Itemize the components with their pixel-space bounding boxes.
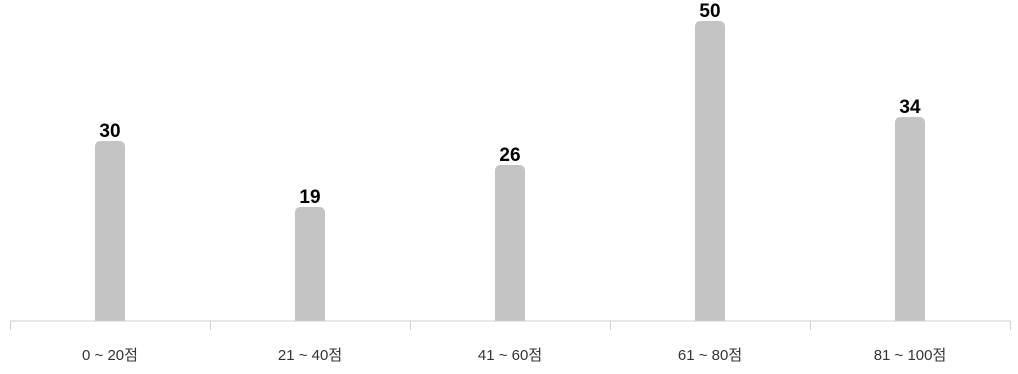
value-label-2: 19 bbox=[299, 187, 320, 208]
category-label-5: 81 ~ 100점 bbox=[874, 347, 947, 364]
value-label-1: 30 bbox=[99, 121, 120, 142]
category-label-1: 0 ~ 20점 bbox=[82, 347, 138, 364]
bars-layer bbox=[95, 21, 925, 321]
value-labels-layer: 30 19 26 50 34 bbox=[99, 1, 921, 208]
category-labels-layer: 0 ~ 20점 21 ~ 40점 41 ~ 60점 61 ~ 80점 81 ~ 100점 bbox=[82, 347, 946, 364]
bar-4 bbox=[695, 21, 725, 321]
category-label-3: 41 ~ 60점 bbox=[478, 347, 542, 364]
category-label-4: 61 ~ 80점 bbox=[678, 347, 742, 364]
bar-3 bbox=[495, 165, 525, 321]
bar-2 bbox=[295, 207, 325, 321]
value-label-5: 34 bbox=[899, 97, 921, 118]
value-label-4: 50 bbox=[699, 1, 720, 22]
value-label-3: 26 bbox=[499, 145, 520, 166]
category-label-2: 21 ~ 40점 bbox=[278, 347, 342, 364]
bar-1 bbox=[95, 141, 125, 321]
bar-5 bbox=[895, 117, 925, 321]
x-axis bbox=[10, 320, 1011, 330]
